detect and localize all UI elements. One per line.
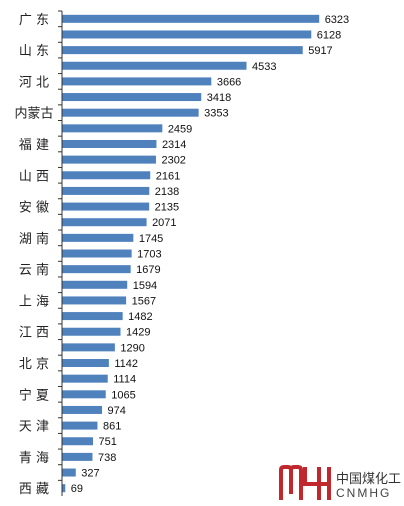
data-label: 4533 — [252, 61, 276, 73]
bar — [62, 249, 132, 258]
bar — [62, 405, 103, 414]
bar — [62, 374, 108, 383]
data-label: 1429 — [126, 327, 150, 339]
data-label: 1290 — [120, 342, 144, 354]
category-label: 广 东 — [19, 13, 49, 28]
category-label: 山 东 — [19, 44, 49, 59]
category-label: 湖 南 — [19, 231, 49, 247]
bar — [62, 343, 115, 352]
data-label: 2459 — [168, 123, 192, 135]
bar — [62, 139, 157, 148]
bar — [62, 77, 212, 86]
bar — [62, 327, 121, 336]
data-label: 1114 — [113, 374, 136, 386]
bar — [62, 296, 127, 305]
bar — [62, 437, 93, 446]
category-label: 上 海 — [19, 294, 49, 309]
category-label: 西 藏 — [19, 482, 49, 497]
category-label: 内蒙古 — [14, 106, 53, 122]
data-label: 2314 — [162, 139, 186, 151]
data-label: 1482 — [128, 311, 152, 323]
data-label: 2135 — [155, 202, 179, 214]
cnmhg-logo: 中国煤化工 CNMHG — [278, 464, 402, 504]
data-label: 69 — [71, 483, 83, 495]
category-label: 云 南 — [19, 262, 49, 278]
bar — [62, 202, 150, 211]
cnmhg-logo-mark — [279, 465, 331, 500]
bar — [62, 280, 128, 289]
data-label: 861 — [103, 421, 121, 433]
data-label: 1745 — [139, 233, 163, 245]
category-label: 河 北 — [19, 75, 49, 90]
bar — [62, 171, 151, 180]
category-label: 安 徽 — [19, 201, 49, 216]
logo-text-en: CNMHG — [336, 486, 392, 500]
data-label: 1065 — [111, 389, 135, 401]
bar — [62, 390, 106, 399]
category-label: 山 西 — [19, 169, 49, 184]
bar — [62, 484, 66, 493]
data-label: 2138 — [155, 186, 179, 198]
data-label: 1567 — [132, 295, 156, 307]
category-label: 青 海 — [19, 451, 49, 466]
bar — [62, 265, 131, 274]
data-label: 1594 — [133, 280, 157, 292]
bar — [62, 452, 93, 461]
category-label: 天 津 — [19, 420, 49, 435]
data-label: 1142 — [114, 358, 138, 370]
category-label: 福 建 — [19, 138, 49, 153]
data-label: 6323 — [325, 14, 349, 26]
data-label: 2071 — [152, 217, 176, 229]
category-label: 北 京 — [19, 357, 49, 372]
bar — [62, 14, 320, 23]
data-label: 5917 — [308, 45, 332, 57]
bar — [62, 186, 150, 195]
bar — [62, 233, 134, 242]
bar — [62, 421, 98, 430]
data-label: 3418 — [207, 92, 231, 104]
data-label: 751 — [98, 436, 116, 448]
data-label: 2302 — [161, 155, 185, 167]
bar — [62, 468, 76, 477]
bar — [62, 312, 123, 321]
bar — [62, 46, 303, 55]
data-label: 327 — [81, 468, 99, 480]
bar — [62, 124, 163, 133]
data-label: 6128 — [317, 29, 341, 41]
bar — [62, 359, 109, 368]
bar — [62, 93, 202, 102]
bar — [62, 61, 247, 70]
data-label: 1703 — [137, 249, 161, 261]
logo-text-cn: 中国煤化工 — [336, 472, 402, 487]
bar — [62, 218, 147, 227]
bar — [62, 155, 156, 164]
data-label: 2161 — [156, 170, 180, 182]
data-label: 974 — [108, 405, 126, 417]
category-label: 江 西 — [19, 326, 49, 341]
data-label: 738 — [98, 452, 116, 464]
bar — [62, 30, 312, 39]
data-label: 1679 — [136, 264, 160, 276]
data-label: 3666 — [217, 76, 241, 88]
category-label: 宁 夏 — [19, 387, 49, 403]
bar — [62, 108, 199, 117]
data-label: 3353 — [204, 108, 228, 120]
